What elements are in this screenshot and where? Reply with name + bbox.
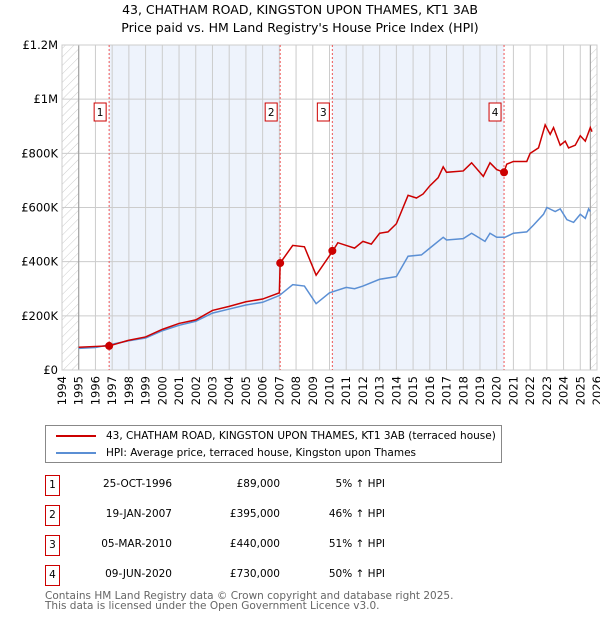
sale-point [500, 168, 509, 177]
sale-label-number: 3 [320, 107, 327, 119]
sale-number: 4 [45, 565, 60, 586]
sale-row: 3 05-MAR-2010 £440,000 51% ↑ HPI [45, 535, 445, 556]
x-tick-label: 2008 [289, 376, 303, 405]
x-tick-label: 1998 [122, 376, 136, 405]
x-tick-label: 2016 [423, 376, 437, 405]
sale-price: £730,000 [229, 568, 280, 580]
y-tick-label: £1M [33, 92, 58, 106]
x-tick-label: 2007 [272, 376, 286, 405]
y-tick-label: £800K [21, 146, 58, 160]
sale-point [105, 341, 114, 350]
sale-number: 1 [45, 475, 60, 496]
sale-price: £440,000 [229, 538, 280, 550]
x-tick-label: 1996 [88, 376, 102, 405]
chart-subtitle: Price paid vs. HM Land Registry's House … [121, 20, 479, 35]
sale-point [328, 246, 337, 255]
legend-label-property: 43, CHATHAM ROAD, KINGSTON UPON THAMES, … [106, 430, 496, 442]
legend-label-hpi: HPI: Average price, terraced house, King… [106, 447, 417, 459]
x-tick-label: 2010 [323, 376, 337, 405]
sale-price: £395,000 [229, 508, 280, 520]
x-tick-label: 2017 [440, 376, 454, 405]
x-tick-label: 2009 [306, 376, 320, 405]
sale-number: 2 [45, 505, 60, 526]
sale-date: 05-MAR-2010 [101, 538, 172, 550]
x-tick-label: 1999 [139, 376, 153, 405]
legend-swatch-property [56, 435, 96, 437]
x-tick-label: 2018 [456, 376, 470, 405]
x-tick-label: 2022 [523, 376, 537, 405]
sale-hpi-diff: 51% ↑ HPI [328, 538, 385, 550]
x-tick-label: 2002 [189, 376, 203, 405]
legend-swatch-hpi [56, 452, 96, 454]
sale-hpi-diff: 50% ↑ HPI [328, 568, 385, 580]
x-tick-label: 1995 [72, 376, 86, 405]
y-tick-label: £0 [43, 363, 58, 377]
legend: 43, CHATHAM ROAD, KINGSTON UPON THAMES, … [45, 425, 502, 463]
sale-label-number: 4 [492, 107, 499, 119]
x-tick-label: 2003 [205, 376, 219, 405]
sale-point [276, 259, 285, 268]
x-tick-label: 2024 [557, 376, 571, 405]
hpi-line [78, 206, 591, 350]
sale-label-box [93, 102, 107, 122]
sale-date: 19-JAN-2007 [105, 508, 172, 520]
x-tick-label: 2012 [356, 376, 370, 405]
sale-label-box [264, 102, 278, 122]
y-tick-label: £400K [21, 255, 58, 269]
y-tick-label: £200K [21, 309, 58, 323]
x-tick-label: 2025 [573, 376, 587, 405]
x-tick-label: 2015 [406, 376, 420, 405]
x-tick-label: 2000 [155, 376, 169, 405]
sale-row: 2 19-JAN-2007 £395,000 46% ↑ HPI [45, 505, 445, 526]
chart-title: 43, CHATHAM ROAD, KINGSTON UPON THAMES, … [122, 2, 478, 17]
sale-row: 1 25-OCT-1996 £89,000 5% ↑ HPI [45, 475, 445, 496]
x-tick-label: 2023 [540, 376, 554, 405]
sale-label-box [488, 102, 502, 122]
x-tick-label: 2013 [373, 376, 387, 405]
x-tick-label: 2011 [339, 376, 353, 405]
sale-row: 4 09-JUN-2020 £730,000 50% ↑ HPI [45, 565, 445, 586]
y-tick-label: £1.2M [22, 38, 58, 52]
x-tick-label: 2020 [490, 376, 504, 405]
sale-hpi-diff: 46% ↑ HPI [328, 508, 385, 520]
sale-label-number: 2 [268, 107, 275, 119]
x-tick-label: 2026 [590, 376, 600, 405]
sale-label-number: 1 [97, 107, 104, 119]
plot-border [61, 44, 598, 371]
footer-licence: This data is licensed under the Open Gov… [45, 600, 380, 612]
x-tick-label: 2019 [473, 376, 487, 405]
property-price-line [78, 122, 593, 348]
x-tick-label: 2005 [239, 376, 253, 405]
sale-hpi-diff: 5% ↑ HPI [335, 478, 385, 490]
sale-date: 25-OCT-1996 [103, 478, 172, 490]
y-tick-label: £600K [21, 201, 58, 215]
footer-copyright: Contains HM Land Registry data © Crown c… [45, 590, 454, 602]
x-tick-label: 1997 [105, 376, 119, 405]
x-tick-label: 1994 [55, 376, 69, 405]
x-tick-label: 2021 [506, 376, 520, 405]
x-tick-label: 2001 [172, 376, 186, 405]
sale-price: £89,000 [236, 478, 280, 490]
x-tick-label: 2004 [222, 376, 236, 405]
sale-label-box [316, 102, 330, 122]
x-tick-label: 2006 [256, 376, 270, 405]
sale-number: 3 [45, 535, 60, 556]
sale-date: 09-JUN-2020 [105, 568, 172, 580]
x-tick-label: 2014 [389, 376, 403, 405]
